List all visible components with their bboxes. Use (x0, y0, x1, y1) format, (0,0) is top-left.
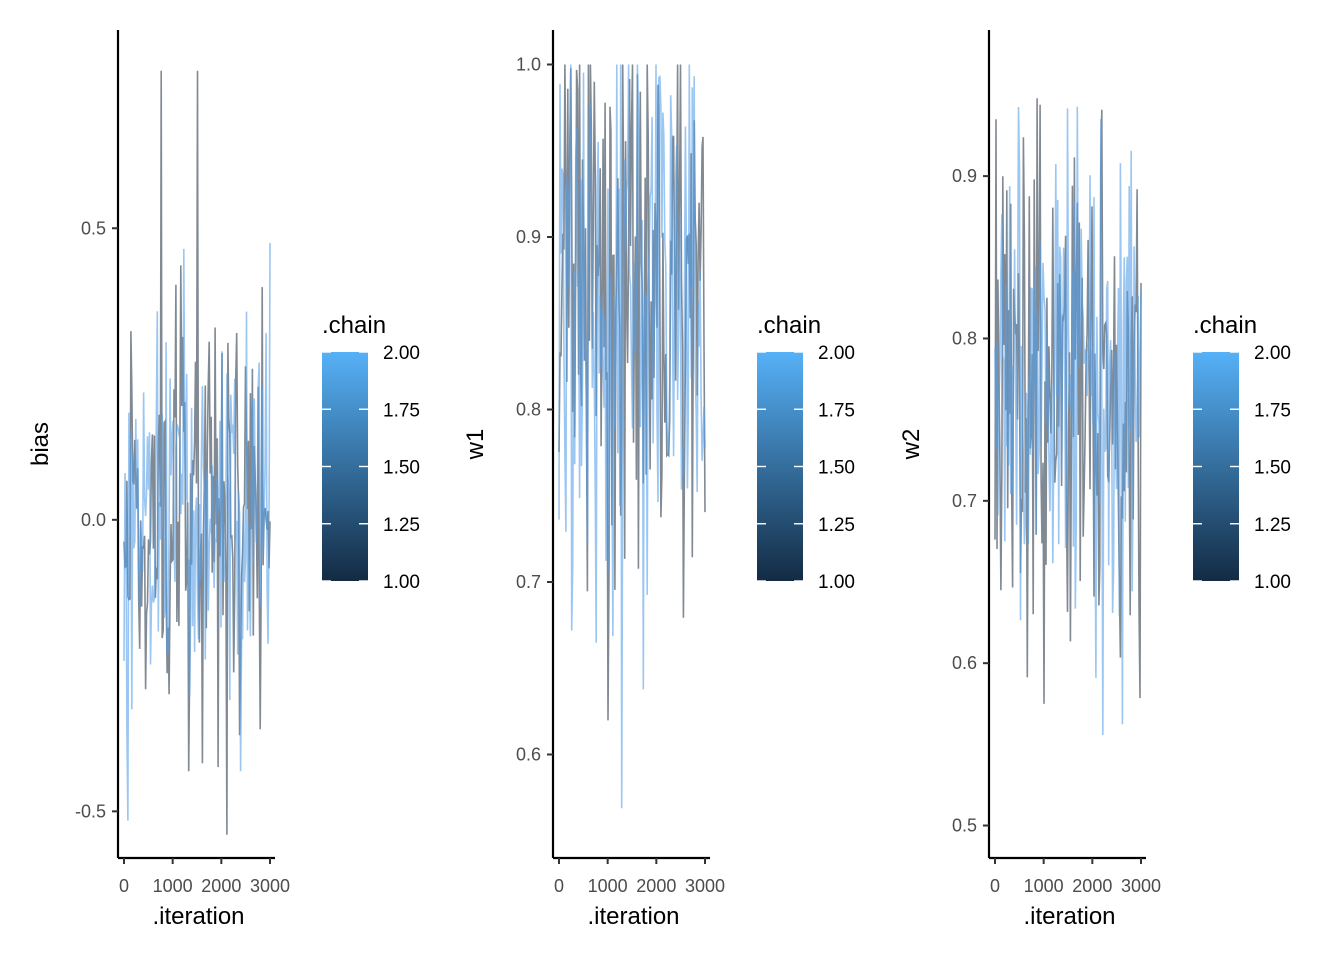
y-tick-label: 0.5 (81, 218, 106, 238)
legend-label: 1.00 (383, 572, 420, 593)
trace-line-chain-2.00 (123, 242, 271, 821)
y-tick-label: 0.9 (516, 227, 541, 247)
x-tick-label: 1000 (1024, 876, 1064, 896)
trace-line-chain-2.00 (994, 106, 1142, 736)
x-tick-label: 3000 (250, 876, 290, 896)
legend-title: .chain (757, 312, 821, 339)
y-tick-label: 0.6 (952, 653, 977, 673)
x-tick-label: 2000 (1072, 876, 1112, 896)
legend-label: 2.00 (383, 343, 420, 364)
y-tick-label: 0.9 (952, 166, 977, 186)
panel-bias: -0.5 0.0 0.5 0 1000 2000 3000 .iteration bias .ch… (27, 30, 420, 930)
y-tick-label: -0.5 (75, 801, 106, 821)
legend-label: 1.75 (818, 400, 855, 421)
y-tick-label: 1.0 (516, 55, 541, 75)
legend-label: 1.75 (383, 400, 420, 421)
x-tick-label: 3000 (1121, 876, 1161, 896)
legend-label: 1.00 (818, 572, 855, 593)
legend-chain: .chain 2.00 1.75 1.50 1.25 1.00 (322, 312, 420, 593)
legend-label: 1.25 (1254, 515, 1291, 536)
x-tick-label: 0 (990, 876, 1000, 896)
legend-chain: .chain 2.00 1.75 1.50 1.25 1.00 (1193, 312, 1291, 593)
y-tick-label: 0.8 (516, 400, 541, 420)
y-axis-title: w2 (898, 429, 925, 461)
y-tick-label: 0.0 (81, 510, 106, 530)
y-tick-label: 0.7 (952, 491, 977, 511)
panel-w2: 0.5 0.6 0.7 0.8 0.9 0 1000 2000 3000 .iteration w2… (898, 30, 1291, 930)
legend-label: 2.00 (818, 343, 855, 364)
legend-label: 2.00 (1254, 343, 1291, 364)
legend-title: .chain (322, 312, 386, 339)
legend-label: 1.25 (383, 515, 420, 536)
x-axis-title: .iteration (1023, 903, 1115, 930)
y-tick-label: 0.5 (952, 816, 977, 836)
legend-label: 1.00 (1254, 572, 1291, 593)
y-tick-label: 0.6 (516, 745, 541, 765)
x-tick-label: 3000 (685, 876, 725, 896)
legend-title: .chain (1193, 312, 1257, 339)
trace-line-chain-2.00 (558, 64, 706, 809)
x-tick-label: 2000 (201, 876, 241, 896)
y-tick-label: 0.7 (516, 572, 541, 592)
y-tick-label: 0.8 (952, 328, 977, 348)
x-tick-label: 1000 (153, 876, 193, 896)
y-axis-title: w1 (462, 429, 489, 461)
legend-label: 1.25 (818, 515, 855, 536)
legend-label: 1.50 (818, 458, 855, 479)
x-tick-label: 0 (554, 876, 564, 896)
x-tick-label: 0 (119, 876, 129, 896)
x-tick-label: 2000 (636, 876, 676, 896)
legend-label: 1.50 (383, 458, 420, 479)
panel-w1: 0.60.70.80.91.00 1000 2000 3000.iterationw1… (462, 30, 855, 930)
x-tick-label: 1000 (588, 876, 628, 896)
legend-label: 1.75 (1254, 400, 1291, 421)
x-axis-title: .iteration (152, 903, 244, 930)
trace-line-chain-1.00 (123, 70, 271, 835)
legend-chain: .chain 2.00 1.75 1.50 1.25 1.00 (757, 312, 855, 593)
y-axis-title: bias (27, 422, 54, 466)
legend-label: 1.50 (1254, 458, 1291, 479)
x-axis-title: .iteration (587, 903, 679, 930)
